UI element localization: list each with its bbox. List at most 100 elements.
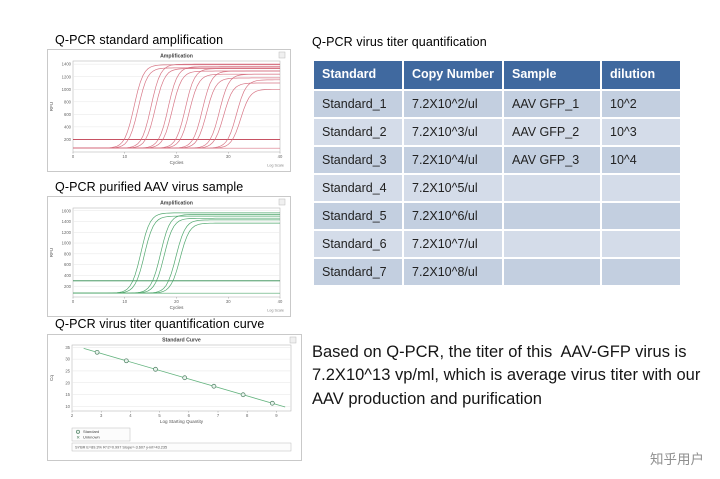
table-row: Standard_5 7.2X10^6/ul — [312, 200, 682, 231]
svg-text:2: 2 — [71, 413, 74, 418]
cell-sample — [502, 256, 602, 287]
svg-text:15: 15 — [65, 392, 70, 397]
svg-text:30: 30 — [226, 299, 231, 304]
svg-text:600: 600 — [64, 262, 72, 267]
svg-text:10: 10 — [122, 154, 127, 159]
stats-text: SYBR E=89.3% R^2=0.997 Slope=-3.607 y-in… — [75, 446, 167, 450]
chart-corner-icon — [278, 51, 286, 59]
svg-text:RFU: RFU — [49, 102, 54, 111]
cell-sample — [502, 228, 602, 259]
svg-text:400: 400 — [64, 124, 72, 129]
svg-text:1400: 1400 — [62, 62, 72, 67]
chart-standard-amplification: 200 400 600 800 1000 1200 1400 0 10 20 30 40 Amplifi… — [47, 49, 291, 172]
standard-curve-plot: 10 15 20 25 30 35 2 3 4 5 6 7 8 9 Standard Curve Log St… — [49, 336, 297, 452]
table-row: Standard_4 7.2X10^5/ul — [312, 172, 682, 203]
svg-text:8: 8 — [246, 413, 249, 418]
svg-text:Amplification: Amplification — [160, 54, 193, 60]
svg-text:1200: 1200 — [62, 230, 72, 235]
chart3-title: Q-PCR virus titer quantification curve — [55, 317, 265, 331]
cell-standard: Standard_7 — [312, 256, 404, 287]
col-header-standard: Standard — [312, 59, 404, 91]
table-row: Standard_7 7.2X10^8/ul — [312, 256, 682, 287]
svg-text:400: 400 — [64, 273, 72, 278]
cell-copy-number: 7.2X10^4/ul — [402, 144, 504, 175]
svg-text:200: 200 — [64, 284, 72, 289]
svg-text:6: 6 — [188, 413, 191, 418]
chart-aav-sample-amplification: 200 400 600 800 1000 1200 1400 1600 0 10 20 30 40 Amp… — [47, 196, 291, 317]
svg-text:1200: 1200 — [62, 74, 72, 79]
table-row: Standard_2 7.2X10^3/ul AAV GFP_2 10^3 — [312, 116, 682, 147]
log-scale-footnote: Log Scale — [267, 164, 284, 168]
svg-text:Log Starting Quantity: Log Starting Quantity — [160, 419, 204, 424]
svg-text:10: 10 — [65, 404, 70, 409]
cell-copy-number: 7.2X10^8/ul — [402, 256, 504, 287]
svg-text:35: 35 — [65, 345, 70, 350]
standard-amplification-plot: 200 400 600 800 1000 1200 1400 0 10 20 30 40 Amplifi… — [49, 51, 286, 168]
cell-copy-number: 7.2X10^6/ul — [402, 200, 504, 231]
svg-text:40: 40 — [278, 154, 283, 159]
cell-standard: Standard_5 — [312, 200, 404, 231]
table-header-row: Standard Copy Number Sample dilution — [312, 59, 682, 91]
cell-dilution: 10^4 — [600, 144, 682, 175]
svg-text:30: 30 — [65, 357, 70, 362]
svg-text:9: 9 — [275, 413, 278, 418]
cell-standard: Standard_1 — [312, 88, 404, 119]
cell-sample — [502, 200, 602, 231]
svg-text:1600: 1600 — [62, 208, 72, 213]
cell-dilution — [600, 256, 682, 287]
svg-text:3: 3 — [100, 413, 103, 418]
svg-text:RFU: RFU — [49, 248, 54, 257]
cell-standard: Standard_2 — [312, 116, 404, 147]
svg-text:20: 20 — [174, 299, 179, 304]
svg-text:5: 5 — [158, 413, 161, 418]
legend-unknown-marker: ✕ — [76, 435, 80, 440]
svg-text:20: 20 — [65, 380, 70, 385]
quant-table: Standard Copy Number Sample dilution Sta… — [312, 59, 682, 287]
cell-standard: Standard_4 — [312, 172, 404, 203]
table-row: Standard_6 7.2X10^7/ul — [312, 228, 682, 259]
svg-text:800: 800 — [64, 99, 72, 104]
log-scale-footnote: Log Scale — [267, 309, 284, 313]
quant-section-title: Q-PCR virus titer quantification — [312, 35, 487, 49]
stats-box — [71, 442, 292, 452]
legend-standard-marker — [76, 429, 80, 434]
svg-text:800: 800 — [64, 251, 72, 256]
chart-standard-curve: 10 15 20 25 30 35 2 3 4 5 6 7 8 9 Standard Curve Log St… — [47, 334, 302, 461]
summary-paragraph: Based on Q-PCR, the titer of this AAV-GF… — [312, 343, 705, 408]
svg-text:4: 4 — [129, 413, 132, 418]
cell-dilution — [600, 228, 682, 259]
svg-text:1400: 1400 — [62, 219, 72, 224]
table-row: Standard_1 7.2X10^2/ul AAV GFP_1 10^2 — [312, 88, 682, 119]
cell-dilution — [600, 172, 682, 203]
cell-standard: Standard_6 — [312, 228, 404, 259]
svg-text:10: 10 — [122, 299, 127, 304]
svg-text:Cq: Cq — [49, 375, 54, 381]
chart1-title: Q-PCR standard amplification — [55, 33, 224, 47]
watermark-zhihu-user: 知乎用户 — [650, 452, 704, 467]
col-header-copy-number: Copy Number — [402, 59, 504, 91]
cell-sample: AAV GFP_3 — [502, 144, 602, 175]
cell-copy-number: 7.2X10^7/ul — [402, 228, 504, 259]
cell-copy-number: 7.2X10^3/ul — [402, 116, 504, 147]
cell-sample: AAV GFP_2 — [502, 116, 602, 147]
legend-standard-label: Standard — [83, 429, 99, 434]
svg-text:40: 40 — [278, 299, 283, 304]
cell-dilution: 10^3 — [600, 116, 682, 147]
legend-unknown-label: Unknown — [83, 435, 100, 440]
chart-corner-icon — [278, 198, 286, 206]
cell-sample: AAV GFP_1 — [502, 88, 602, 119]
svg-text:Cycles: Cycles — [170, 160, 184, 165]
cell-copy-number: 7.2X10^5/ul — [402, 172, 504, 203]
svg-text:30: 30 — [226, 154, 231, 159]
cell-dilution — [600, 200, 682, 231]
cell-copy-number: 7.2X10^2/ul — [402, 88, 504, 119]
cell-standard: Standard_3 — [312, 144, 404, 175]
svg-text:Standard Curve: Standard Curve — [162, 338, 201, 344]
col-header-dilution: dilution — [600, 59, 682, 91]
col-header-sample: Sample — [502, 59, 602, 91]
svg-text:1000: 1000 — [62, 241, 72, 246]
svg-text:Amplification: Amplification — [160, 201, 193, 207]
svg-text:20: 20 — [174, 154, 179, 159]
cell-dilution: 10^2 — [600, 88, 682, 119]
svg-text:600: 600 — [64, 112, 72, 117]
